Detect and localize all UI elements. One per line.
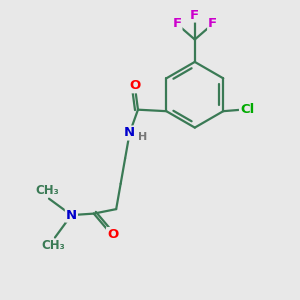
Text: N: N bbox=[66, 208, 77, 222]
Text: O: O bbox=[107, 228, 118, 241]
Text: CH₃: CH₃ bbox=[42, 239, 65, 252]
Text: O: O bbox=[129, 79, 141, 92]
Text: F: F bbox=[190, 8, 200, 22]
Text: N: N bbox=[124, 127, 135, 140]
Text: F: F bbox=[172, 17, 182, 31]
Text: F: F bbox=[208, 17, 217, 31]
Text: CH₃: CH₃ bbox=[36, 184, 59, 197]
Text: H: H bbox=[137, 133, 147, 142]
Text: Cl: Cl bbox=[240, 103, 254, 116]
